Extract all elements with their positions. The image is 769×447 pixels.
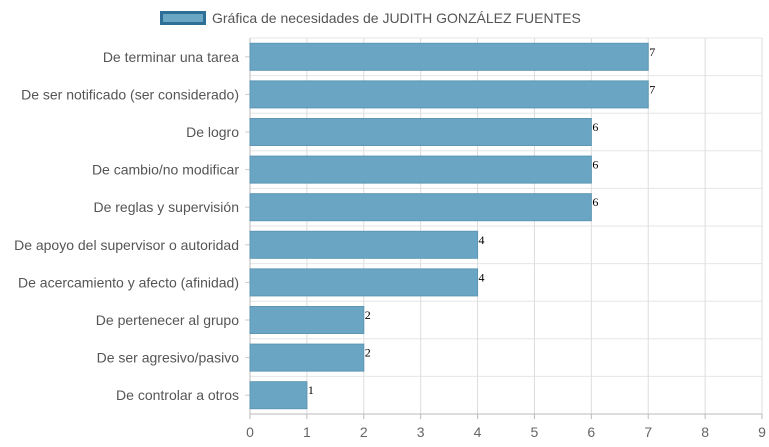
category-label: De controlar a otros — [116, 387, 239, 403]
data-label: 1 — [308, 383, 314, 397]
category-label: De ser agresivo/pasivo — [97, 350, 240, 366]
x-tick-label: 4 — [474, 424, 482, 440]
category-label: De ser notificado (ser considerado) — [21, 86, 239, 102]
category-label: De apoyo del supervisor o autoridad — [14, 237, 239, 253]
legend-label: Gráfica de necesidades de JUDITH GONZÁLE… — [212, 10, 581, 26]
category-label: De pertenecer al grupo — [96, 312, 239, 328]
bar — [249, 381, 308, 410]
bar — [249, 343, 365, 372]
data-label: 4 — [479, 270, 485, 284]
bar — [249, 118, 592, 146]
bar — [249, 268, 479, 297]
x-tick-label: 5 — [531, 424, 539, 440]
data-label: 7 — [649, 82, 655, 96]
x-tick-label: 2 — [360, 424, 368, 440]
x-tick-label: 7 — [644, 424, 652, 440]
bar — [249, 155, 592, 184]
bar — [249, 230, 479, 259]
data-label: 2 — [365, 308, 371, 322]
data-label: 6 — [592, 195, 598, 209]
x-tick-label: 6 — [587, 424, 595, 440]
category-label: De cambio/no modificar — [92, 162, 239, 178]
x-tick-label: 0 — [246, 424, 254, 440]
x-tick-label: 1 — [303, 424, 311, 440]
bar — [249, 80, 649, 109]
bar — [249, 42, 649, 71]
bar — [249, 193, 592, 222]
chart-legend[interactable]: Gráfica de necesidades de JUDITH GONZÁLE… — [160, 8, 581, 28]
data-label: 4 — [479, 233, 485, 247]
data-label: 7 — [649, 45, 655, 59]
category-label: De acercamiento y afecto (afinidad) — [18, 274, 239, 290]
x-tick-label: 8 — [701, 424, 709, 440]
category-label: De reglas y supervisión — [93, 199, 239, 215]
category-label: De terminar una tarea — [103, 49, 239, 65]
data-label: 2 — [365, 346, 371, 360]
legend-swatch — [160, 11, 206, 25]
x-tick-label: 9 — [758, 424, 766, 440]
bar — [249, 306, 365, 334]
data-label: 6 — [592, 158, 598, 172]
x-tick-label: 3 — [417, 424, 425, 440]
data-label: 6 — [592, 120, 598, 134]
category-label: De logro — [186, 124, 239, 140]
